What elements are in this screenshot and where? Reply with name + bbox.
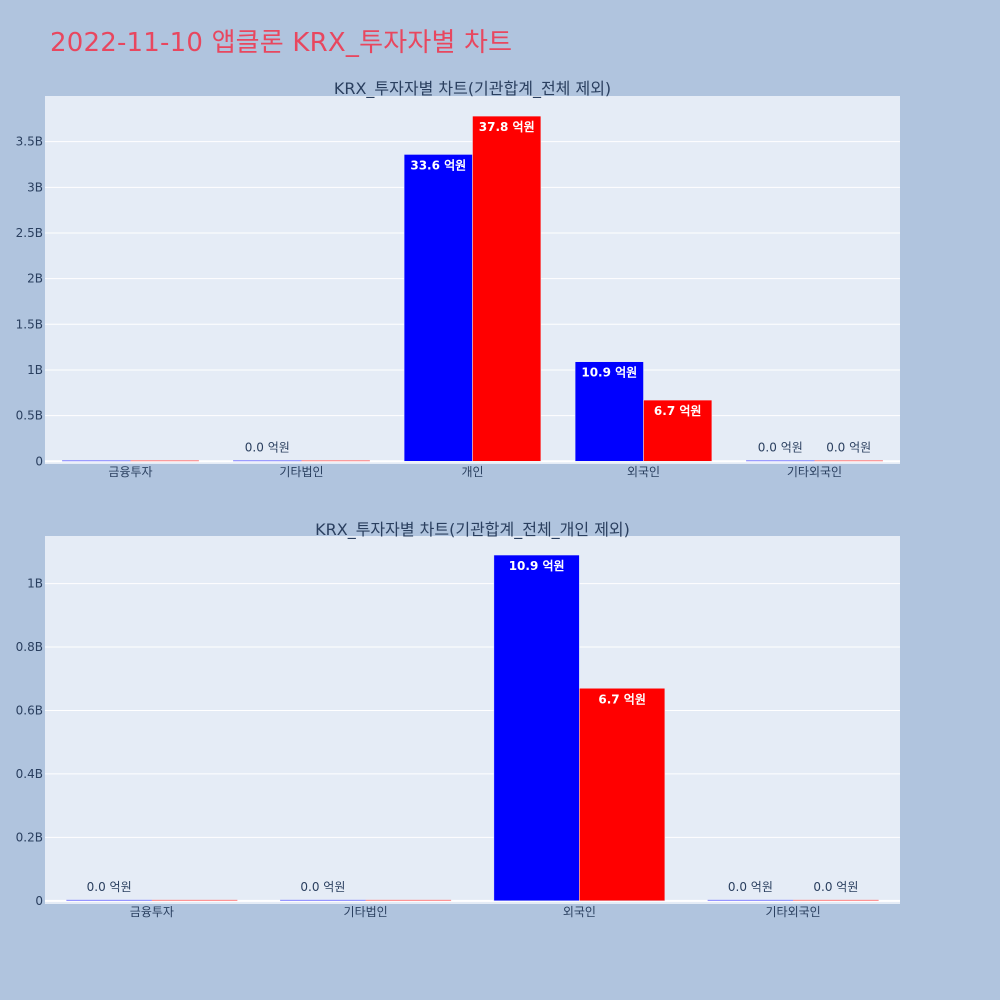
x-tick-label: 금융투자: [130, 905, 174, 919]
y-tick-label: 2.5B: [16, 226, 43, 240]
data-label: 0.0 억원: [813, 880, 858, 894]
y-tick-label: 0: [35, 894, 43, 908]
y-tick-label: 0.5B: [16, 409, 43, 423]
bar[interactable]: [493, 554, 580, 902]
bar[interactable]: [707, 899, 794, 901]
bar[interactable]: [280, 899, 366, 901]
data-label: 10.9 억원: [509, 559, 565, 573]
data-label: 0.0 억원: [87, 880, 132, 894]
data-label: 0.0 억원: [758, 440, 803, 454]
y-tick-label: 0.6B: [16, 703, 43, 717]
x-tick-label: 개인: [461, 465, 483, 479]
y-tick-label: 1B: [27, 363, 43, 377]
y-tick-label: 0.4B: [16, 767, 43, 781]
bar[interactable]: [130, 460, 199, 462]
plot-area: [45, 536, 900, 904]
bar[interactable]: [151, 899, 238, 901]
bar[interactable]: [814, 460, 883, 462]
data-label: 0.0 억원: [826, 440, 871, 454]
y-tick-label: 0: [35, 454, 43, 468]
data-label: 6.7 억원: [654, 404, 702, 418]
data-label: 0.0 억원: [245, 440, 290, 454]
bar[interactable]: [793, 899, 879, 901]
chart-1: 0 0.5B 1B 1.5B 2B 2.5B 3B 3.5B KRX_투자자별 차트(기관합계_…: [16, 79, 900, 479]
chart-title: KRX_투자자별 차트(기관합계_전체 제외): [334, 79, 611, 99]
bar[interactable]: [643, 399, 713, 462]
x-tick-label: 외국인: [563, 905, 596, 919]
y-tick-label: 0.2B: [16, 830, 43, 844]
x-tick-label: 기타법인: [344, 905, 388, 919]
chart-2: 0 0.2B 0.4B 0.6B 0.8B 1B KRX_투자자별 차트(기관합계_전체_개…: [16, 520, 900, 919]
y-tick-label: 3.5B: [16, 135, 43, 149]
bar[interactable]: [365, 899, 452, 901]
data-label: 33.6 억원: [410, 158, 466, 172]
bar[interactable]: [301, 460, 370, 462]
bar[interactable]: [472, 115, 542, 462]
data-label: 37.8 억원: [479, 120, 535, 134]
data-label: 6.7 억원: [598, 692, 646, 706]
bar[interactable]: [403, 154, 473, 462]
x-tick-label: 금융투자: [108, 465, 152, 479]
bar[interactable]: [746, 460, 815, 462]
x-tick-label: 기타법인: [279, 465, 323, 479]
y-tick-label: 2B: [27, 272, 43, 286]
y-tick-label: 1B: [27, 577, 43, 591]
x-tick-label: 기타외국인: [787, 465, 842, 479]
chart-title: KRX_투자자별 차트(기관합계_전체_개인 제외): [315, 520, 630, 540]
data-label: 0.0 억원: [300, 880, 345, 894]
bar[interactable]: [66, 899, 152, 901]
data-label: 10.9 억원: [581, 366, 637, 380]
y-tick-label: 0.8B: [16, 640, 43, 654]
bar[interactable]: [62, 460, 131, 462]
bar[interactable]: [579, 688, 666, 902]
data-label: 0.0 억원: [728, 880, 773, 894]
page-title: 2022-11-10 앱클론 KRX_투자자별 차트: [50, 28, 513, 58]
bar[interactable]: [233, 460, 302, 462]
y-tick-label: 1.5B: [16, 317, 43, 331]
y-tick-label: 3B: [27, 180, 43, 194]
x-tick-label: 기타외국인: [766, 905, 821, 919]
x-tick-label: 외국인: [627, 465, 660, 479]
